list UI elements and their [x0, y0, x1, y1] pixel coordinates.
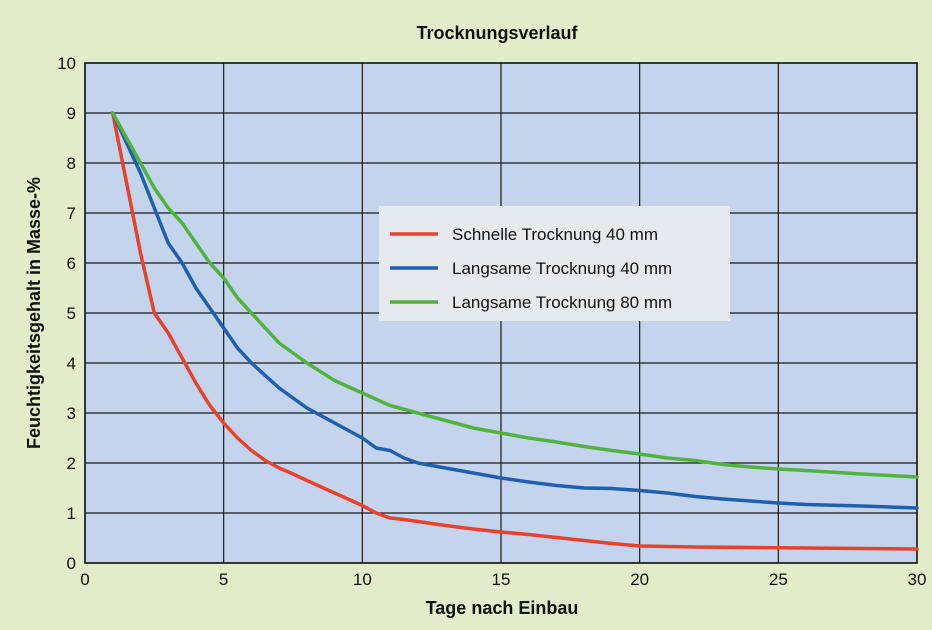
y-tick-label: 1 [67, 504, 76, 523]
y-tick-label: 5 [67, 304, 76, 323]
x-tick-label: 15 [492, 570, 511, 589]
x-axis-ticks: 0 5 10 15 20 25 30 [80, 570, 926, 589]
y-tick-label: 0 [67, 554, 76, 573]
x-tick-label: 0 [80, 570, 89, 589]
x-tick-label: 25 [769, 570, 788, 589]
y-tick-label: 6 [67, 254, 76, 273]
plot-border [84, 62, 918, 564]
legend-label: Schnelle Trocknung 40 mm [452, 225, 658, 244]
x-tick-label: 10 [353, 570, 372, 589]
x-axis-title: Tage nach Einbau [426, 598, 579, 618]
y-axis-ticks: 0 1 2 3 4 5 6 7 8 9 10 [57, 54, 76, 573]
y-tick-label: 10 [57, 54, 76, 73]
x-tick-label: 30 [908, 570, 927, 589]
x-tick-label: 20 [630, 570, 649, 589]
y-tick-label: 9 [67, 104, 76, 123]
series-lines [110, 111, 919, 551]
series-line-2 [110, 111, 919, 510]
y-tick-label: 8 [67, 154, 76, 173]
legend-label: Langsame Trocknung 40 mm [452, 259, 672, 278]
legend-label: Langsame Trocknung 80 mm [452, 293, 672, 312]
y-tick-label: 2 [67, 454, 76, 473]
y-axis-title: Feuchtigkeitsgehalt in Masse-% [24, 177, 44, 449]
x-tick-label: 5 [219, 570, 228, 589]
legend: Schnelle Trocknung 40 mm Langsame Trocknu… [379, 206, 730, 321]
y-tick-label: 4 [67, 354, 76, 373]
chart-title: Trocknungsverlauf [416, 23, 578, 43]
series-line-1 [110, 111, 919, 551]
y-tick-label: 7 [67, 204, 76, 223]
series-line-3 [110, 111, 919, 479]
y-tick-label: 3 [67, 404, 76, 423]
